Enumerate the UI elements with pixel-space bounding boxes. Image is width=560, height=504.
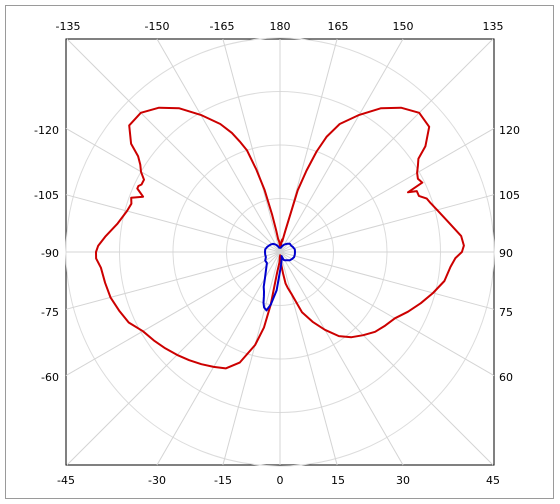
grid-spoke bbox=[66, 38, 281, 253]
grid-spoke bbox=[279, 251, 495, 310]
top-tick-label: -135 bbox=[56, 20, 81, 33]
bottom-tick-label: -15 bbox=[214, 474, 232, 487]
top-tick-label: -165 bbox=[210, 20, 235, 33]
series-group bbox=[95, 106, 465, 370]
series-line-red bbox=[95, 106, 465, 370]
grid-spoke bbox=[222, 38, 281, 253]
top-tick-label: 150 bbox=[393, 20, 414, 33]
grid-spoke bbox=[279, 251, 494, 466]
grid-spoke bbox=[279, 251, 495, 377]
bottom-tick-label: 45 bbox=[486, 474, 500, 487]
top-tick-label: 165 bbox=[328, 20, 349, 33]
right-tick-labels: 120 105 90 75 60 bbox=[499, 124, 520, 384]
right-tick-label: 120 bbox=[499, 124, 520, 137]
grid-spoke bbox=[279, 251, 338, 466]
left-tick-label: -90 bbox=[41, 247, 59, 260]
left-tick-label: -60 bbox=[41, 371, 59, 384]
top-tick-label: -150 bbox=[145, 20, 170, 33]
grid-spoke bbox=[65, 194, 281, 253]
grid-spoke bbox=[65, 251, 281, 310]
grid-spoke bbox=[156, 38, 281, 253]
bottom-tick-label: -45 bbox=[57, 474, 75, 487]
top-tick-label: 180 bbox=[270, 20, 291, 33]
bottom-tick-label: 15 bbox=[331, 474, 345, 487]
grid bbox=[65, 37, 495, 467]
right-tick-label: 75 bbox=[499, 306, 513, 319]
grid-spoke bbox=[65, 251, 281, 377]
grid-spoke bbox=[279, 38, 404, 253]
top-tick-label: 135 bbox=[483, 20, 504, 33]
bottom-tick-label: -30 bbox=[148, 474, 166, 487]
grid-spoke bbox=[279, 38, 494, 253]
left-tick-label: -120 bbox=[34, 124, 59, 137]
left-tick-label: -105 bbox=[34, 189, 59, 202]
right-tick-label: 60 bbox=[499, 371, 513, 384]
grid-spoke bbox=[222, 251, 281, 466]
bottom-tick-label: 0 bbox=[277, 474, 284, 487]
grid-spoke bbox=[65, 127, 281, 253]
grid-spoke bbox=[279, 251, 404, 466]
grid-spoke bbox=[156, 251, 281, 466]
right-tick-label: 105 bbox=[499, 189, 520, 202]
bottom-tick-label: 30 bbox=[396, 474, 410, 487]
bottom-tick-labels: -45 -30 -15 0 15 30 45 bbox=[57, 474, 500, 487]
right-tick-label: 90 bbox=[499, 247, 513, 260]
grid-spoke bbox=[279, 127, 495, 253]
series-line-blue bbox=[262, 242, 296, 312]
left-tick-label: -75 bbox=[41, 306, 59, 319]
grid-spoke bbox=[279, 194, 495, 253]
top-tick-labels: -135 -150 -165 180 165 150 135 bbox=[56, 20, 504, 33]
left-tick-labels: -120 -105 -90 -75 -60 bbox=[34, 124, 59, 384]
grid-spoke bbox=[66, 251, 281, 466]
